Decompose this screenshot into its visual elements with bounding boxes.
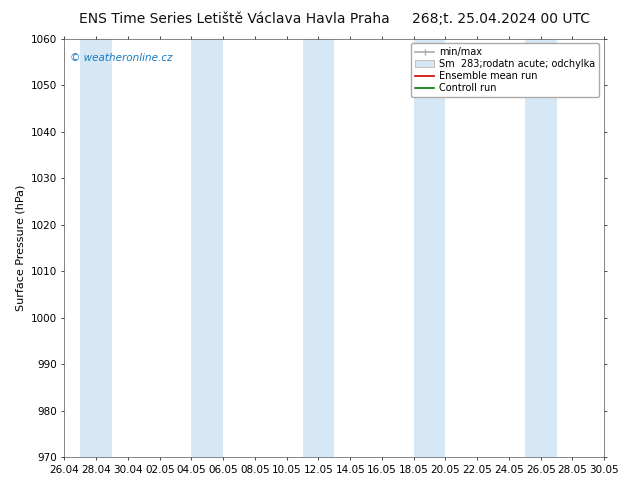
Bar [191,39,223,457]
Bar [525,39,557,457]
Y-axis label: Surface Pressure (hPa): Surface Pressure (hPa) [15,185,25,311]
Bar [302,39,334,457]
Text: 268;t. 25.04.2024 00 UTC: 268;t. 25.04.2024 00 UTC [412,12,590,26]
Bar [81,39,112,457]
Text: © weatheronline.cz: © weatheronline.cz [70,53,172,63]
Bar [414,39,446,457]
Text: ENS Time Series Letiště Václava Havla Praha: ENS Time Series Letiště Václava Havla Pr… [79,12,390,26]
Legend: min/max, Sm  283;rodatn acute; odchylka, Ensemble mean run, Controll run: min/max, Sm 283;rodatn acute; odchylka, … [411,44,599,97]
